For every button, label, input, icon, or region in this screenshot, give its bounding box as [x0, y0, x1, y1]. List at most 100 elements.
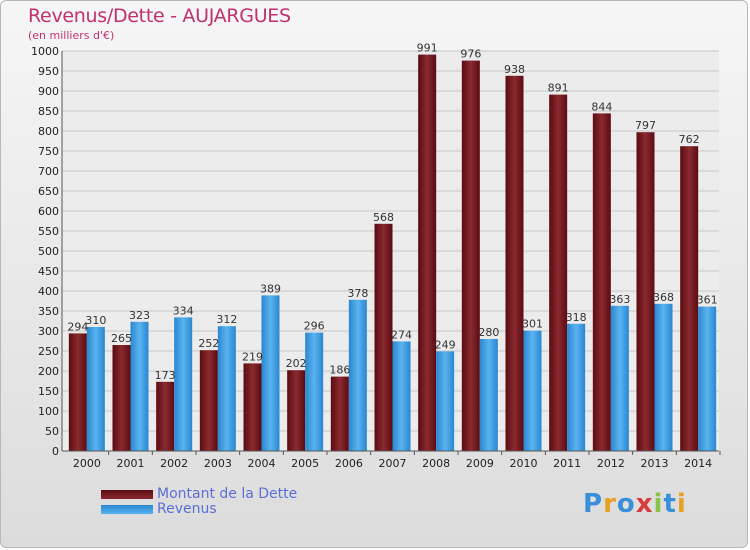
debt-bar — [199, 350, 218, 451]
debt-value-label: 844 — [591, 100, 612, 113]
y-tick-label: 200 — [38, 365, 59, 378]
x-tick-label: 2009 — [466, 457, 494, 470]
x-tick-label: 2003 — [204, 457, 232, 470]
y-tick-label: 850 — [38, 105, 59, 118]
revenue-bar — [567, 323, 586, 451]
revenue-bar — [698, 306, 717, 451]
revenue-value-label: 249 — [435, 338, 456, 351]
revenue-bar — [479, 339, 498, 451]
debt-bar — [461, 60, 480, 451]
legend-swatch-debt — [101, 490, 153, 499]
debt-bar — [505, 75, 524, 452]
y-tick-label: 900 — [38, 85, 59, 98]
debt-value-label: 294 — [67, 320, 88, 333]
y-tick-label: 950 — [38, 65, 59, 78]
y-tick-label: 300 — [38, 325, 59, 338]
y-tick-label: 700 — [38, 165, 59, 178]
logo-letter: P — [583, 489, 604, 519]
debt-bar — [112, 345, 131, 451]
debt-value-label: 186 — [329, 364, 350, 377]
revenue-bar — [130, 321, 149, 451]
revenue-value-label: 301 — [522, 318, 543, 331]
debt-bar — [287, 370, 306, 451]
debt-bar — [549, 94, 568, 451]
debt-bar — [374, 223, 393, 451]
revenue-bar — [174, 317, 193, 451]
axis-layer: 0 50 100 150 200 250 300 350 400 450 500 550 600 650 7… — [31, 45, 721, 470]
revenue-value-label: 310 — [85, 314, 106, 327]
revenue-value-label: 368 — [653, 291, 674, 304]
revenue-bar — [523, 330, 542, 451]
debt-value-label: 762 — [679, 133, 700, 146]
debt-bar — [243, 363, 262, 451]
revenue-bar — [392, 341, 411, 451]
revenue-bar — [348, 299, 367, 451]
revenue-bar — [261, 295, 280, 451]
revenue-value-label: 312 — [216, 313, 237, 326]
revenue-bar — [86, 327, 105, 451]
y-tick-label: 400 — [38, 285, 59, 298]
revenue-value-label: 363 — [609, 293, 630, 306]
x-tick-label: 2006 — [335, 457, 363, 470]
x-tick-label: 2014 — [684, 457, 712, 470]
debt-value-label: 219 — [242, 350, 263, 363]
y-tick-label: 800 — [38, 125, 59, 138]
chart-title: Revenus/Dette - AUJARGUES — [28, 5, 291, 27]
y-tick-label: 600 — [38, 205, 59, 218]
debt-bar — [330, 376, 349, 451]
revenue-value-label: 274 — [391, 328, 412, 341]
y-tick-label: 750 — [38, 145, 59, 158]
debt-value-label: 252 — [198, 337, 219, 350]
debt-value-label: 202 — [286, 357, 307, 370]
revenue-bar — [217, 326, 236, 451]
debt-value-label: 265 — [111, 332, 132, 345]
y-tick-label: 650 — [38, 185, 59, 198]
x-tick-label: 2004 — [248, 457, 276, 470]
x-tick-label: 2008 — [422, 457, 450, 470]
debt-bar — [68, 333, 87, 451]
y-tick-label: 0 — [52, 445, 59, 458]
logo-letter: o — [616, 489, 636, 519]
y-tick-label: 150 — [38, 385, 59, 398]
revenue-value-label: 323 — [129, 309, 150, 322]
bars-layer — [68, 54, 717, 452]
debt-bar — [680, 146, 699, 451]
y-tick-label: 1000 — [31, 45, 59, 58]
revenue-value-label: 389 — [260, 282, 281, 295]
revenue-bar — [305, 332, 324, 451]
debt-value-label: 991 — [417, 42, 438, 55]
debt-value-label: 976 — [460, 48, 481, 61]
debt-value-label: 938 — [504, 63, 525, 76]
revenue-value-label: 296 — [304, 320, 325, 333]
y-tick-label: 450 — [38, 265, 59, 278]
legend-label-debt: Montant de la Dette — [157, 486, 298, 502]
debt-value-label: 173 — [155, 369, 176, 382]
proxiti-logo: Proxiti — [583, 489, 687, 519]
x-tick-label: 2011 — [553, 457, 581, 470]
logo-letter: i — [653, 489, 664, 519]
x-tick-label: 2000 — [73, 457, 101, 470]
debt-value-label: 568 — [373, 211, 394, 224]
y-tick-label: 500 — [38, 245, 59, 258]
revenue-value-label: 378 — [347, 287, 368, 300]
revenue-bar — [436, 351, 455, 451]
revenue-value-label: 334 — [173, 304, 194, 317]
x-tick-label: 2012 — [597, 457, 625, 470]
logo-letter: x — [635, 489, 654, 519]
x-tick-label: 2002 — [160, 457, 188, 470]
logo-letter: r — [603, 489, 617, 519]
debt-bar — [636, 132, 655, 451]
logo-letter: i — [676, 489, 687, 519]
legend-swatch-revenue — [101, 505, 153, 514]
chart-subtitle: (en milliers d'€) — [28, 29, 115, 42]
y-tick-label: 50 — [45, 425, 59, 438]
y-tick-label: 350 — [38, 305, 59, 318]
x-tick-label: 2013 — [641, 457, 669, 470]
debt-bar — [592, 113, 611, 452]
y-tick-label: 250 — [38, 345, 59, 358]
debt-value-label: 891 — [548, 82, 569, 95]
x-tick-label: 2001 — [117, 457, 145, 470]
